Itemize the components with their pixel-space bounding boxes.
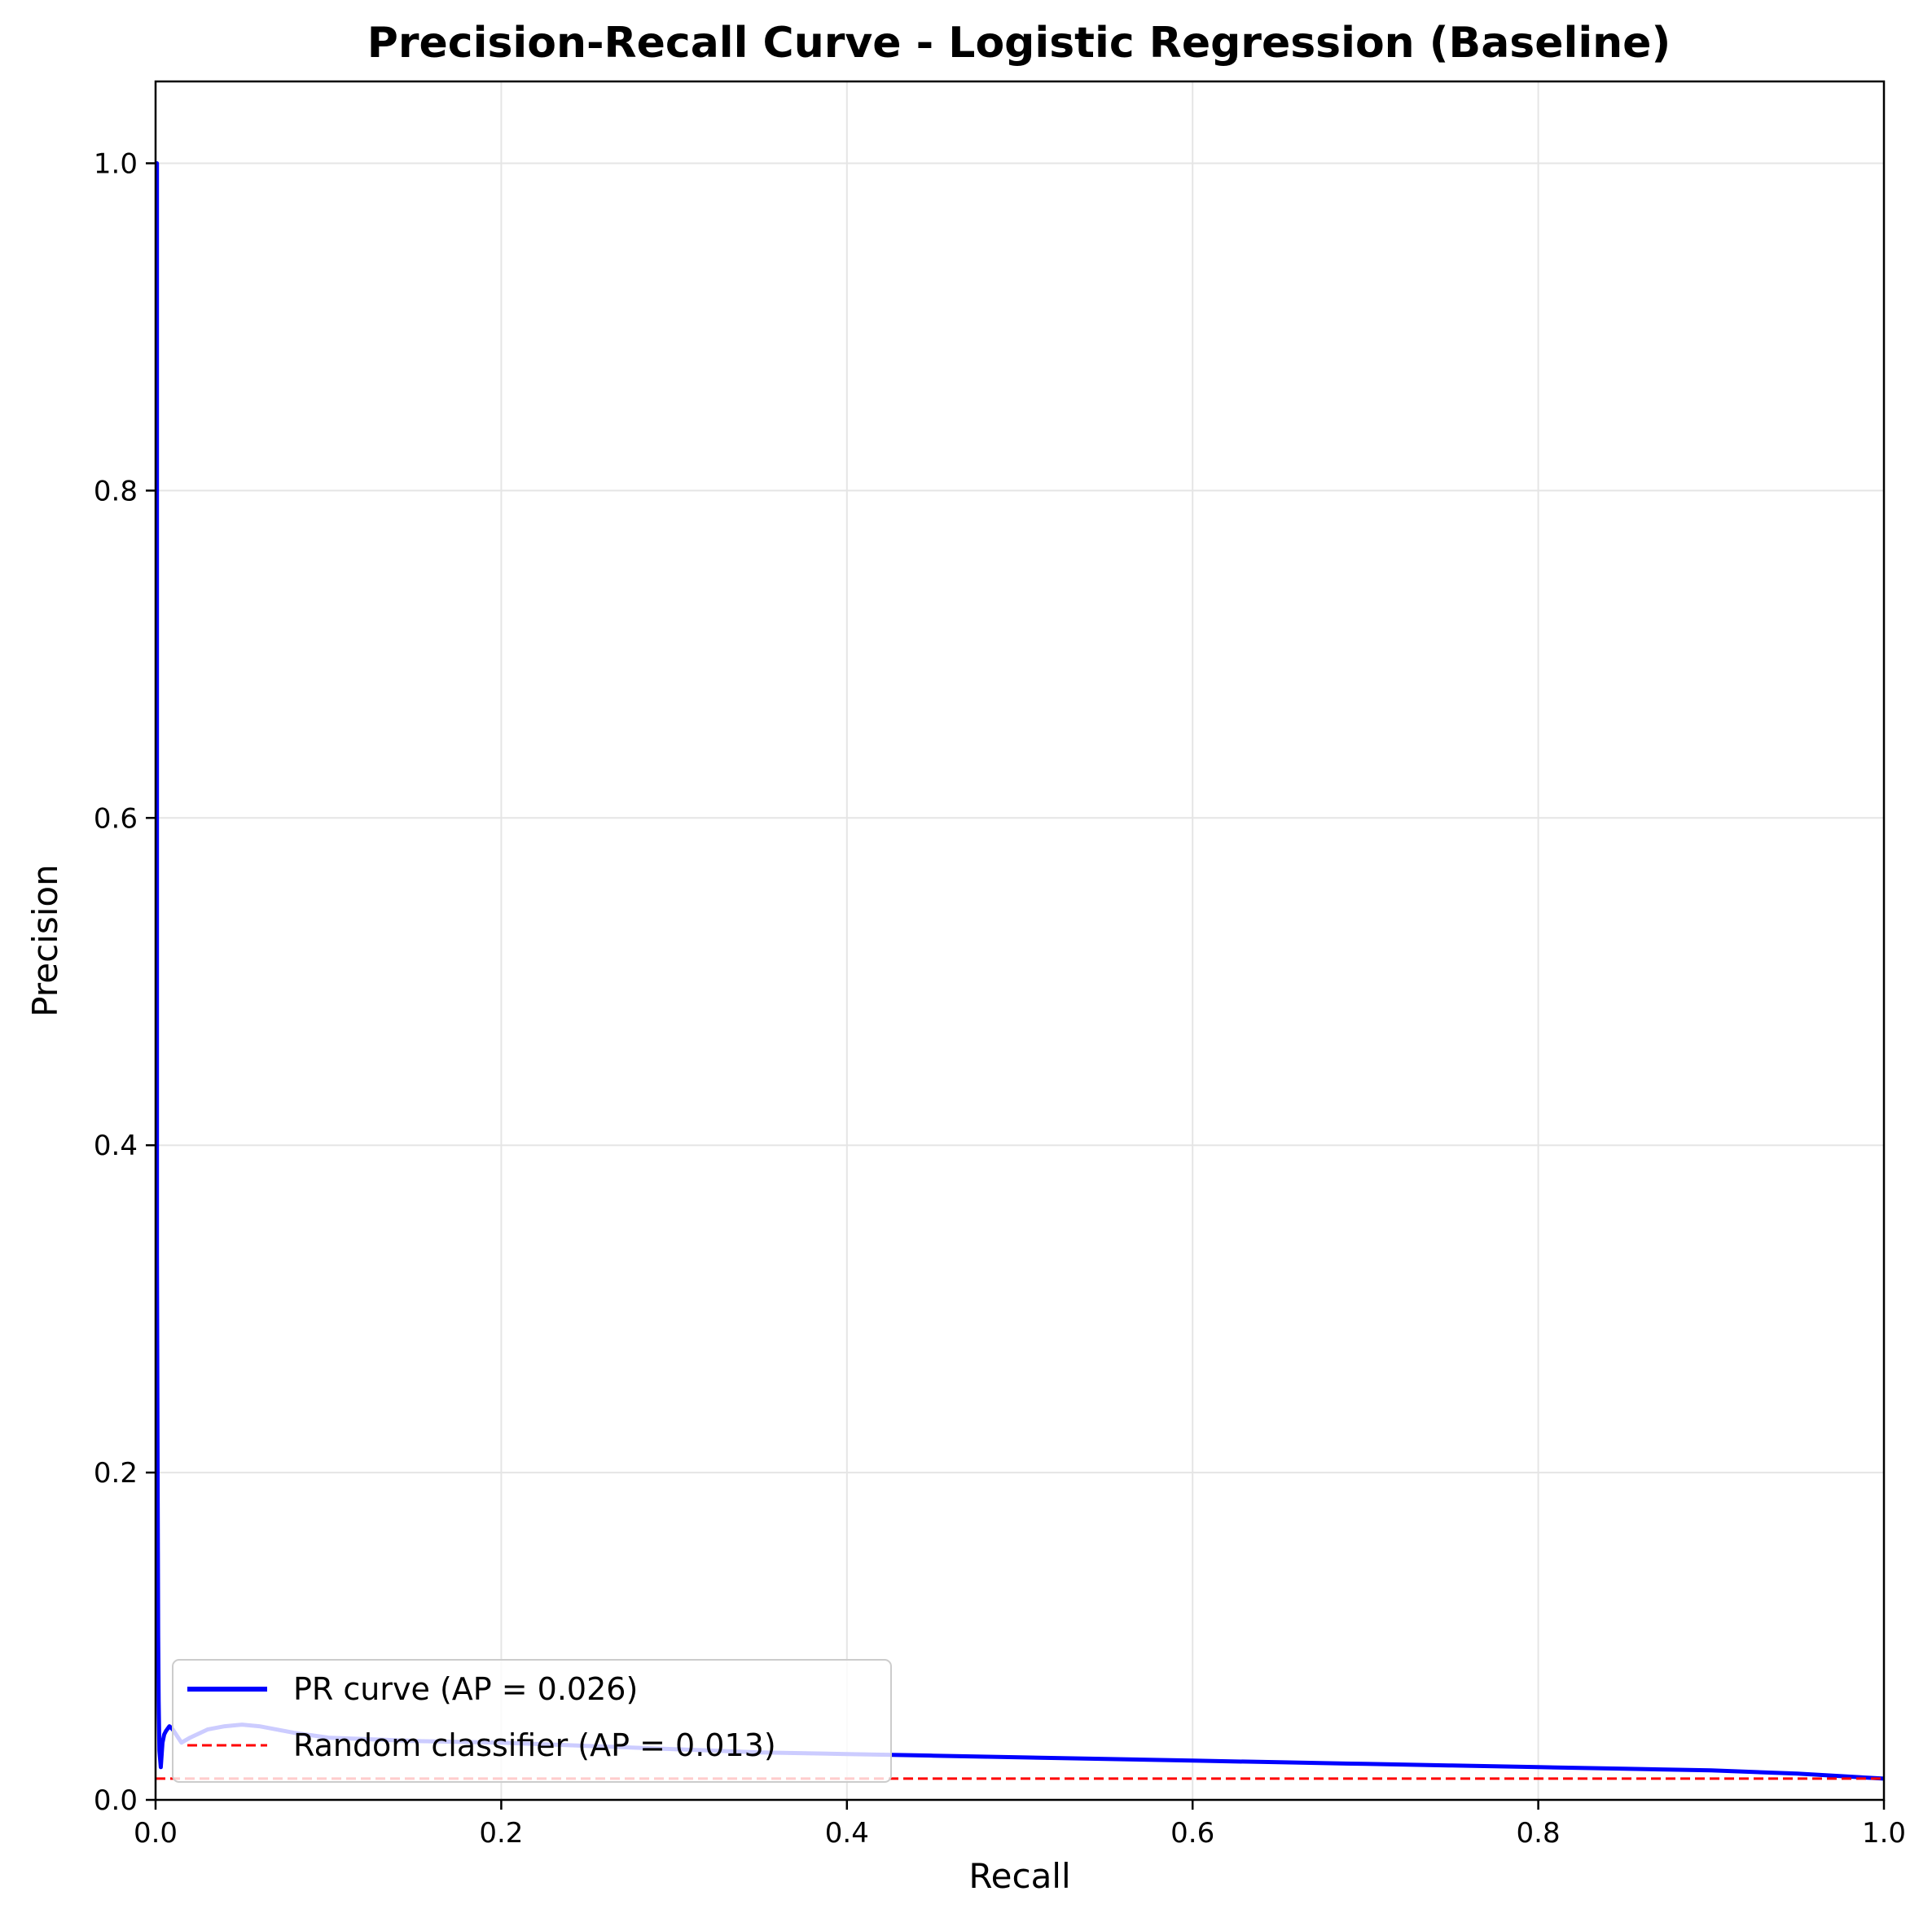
legend: PR curve (AP = 0.026) Random classifier … bbox=[172, 1659, 892, 1783]
x-tick-label: 0.2 bbox=[479, 1817, 523, 1850]
y-tick-label: 0.0 bbox=[94, 1784, 138, 1817]
y-tick-label: 0.8 bbox=[94, 475, 138, 507]
x-tick-label: 0.4 bbox=[825, 1817, 869, 1850]
axis-ticks: 0.0 0.2 0.4 0.6 0.8 1.0 0.0 0.2 0.4 0.6 0.8 1.0 bbox=[94, 147, 1906, 1850]
x-tick-label: 1.0 bbox=[1862, 1817, 1906, 1850]
y-tick-label: 0.6 bbox=[94, 802, 138, 835]
x-tick-label: 0.6 bbox=[1170, 1817, 1214, 1850]
x-axis-label: Recall bbox=[968, 1856, 1070, 1896]
legend-box bbox=[172, 1659, 892, 1783]
y-tick-label: 1.0 bbox=[94, 147, 138, 180]
x-tick-label: 0.0 bbox=[134, 1817, 178, 1850]
x-tick-label: 0.8 bbox=[1517, 1817, 1561, 1850]
y-axis-label: Precision bbox=[25, 864, 65, 1016]
legend-label-random-classifier: Random classifier (AP = 0.013) bbox=[293, 1727, 776, 1763]
axes-frame bbox=[154, 80, 1886, 1802]
y-tick-label: 0.4 bbox=[94, 1130, 138, 1162]
chart-title: Precision-Recall Curve - Logistic Regres… bbox=[367, 19, 1671, 68]
y-tick-label: 0.2 bbox=[94, 1457, 138, 1490]
legend-label-pr-curve: PR curve (AP = 0.026) bbox=[293, 1671, 638, 1707]
